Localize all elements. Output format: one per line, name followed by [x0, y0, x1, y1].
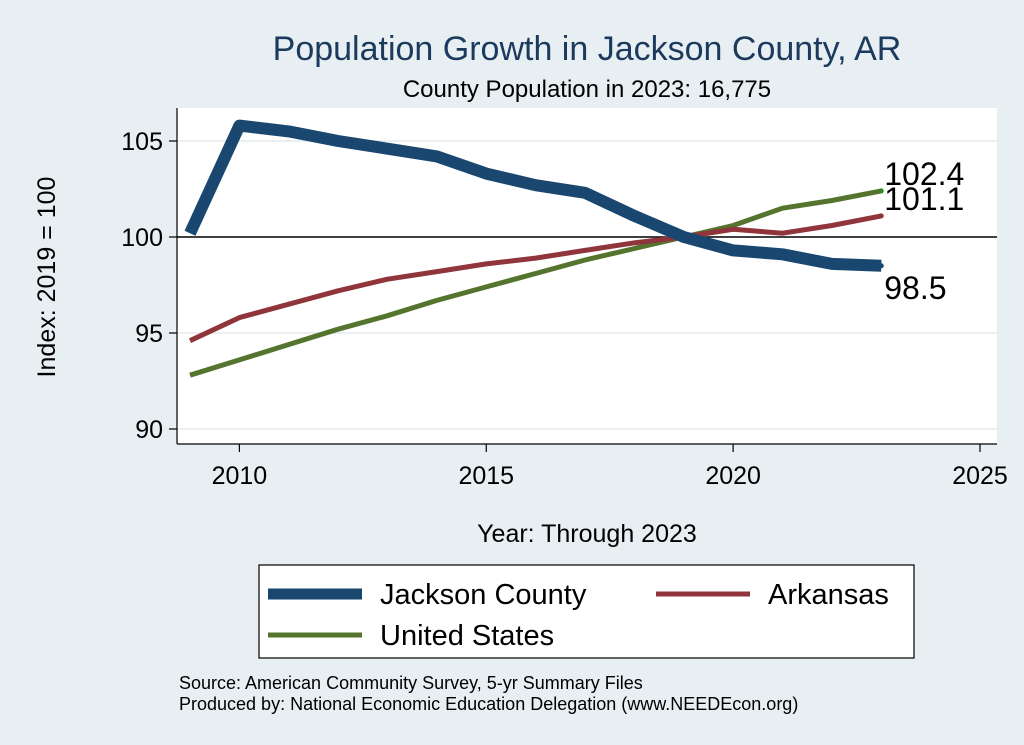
series-lines — [184, 119, 884, 378]
legend-label: United States — [380, 620, 554, 652]
end-label: 98.5 — [884, 270, 946, 306]
chart-subtitle: County Population in 2023: 16,775 — [403, 76, 771, 103]
series-line-jackson-county — [184, 119, 882, 272]
series-endpoint — [878, 263, 884, 269]
chart-title: Population Growth in Jackson County, AR — [273, 30, 902, 68]
axes: 90 95 100 105 2010 2015 2020 2025 — [121, 108, 1008, 490]
y-tick-label: 95 — [135, 320, 163, 348]
legend-box — [258, 564, 915, 659]
source-note: Source: American Community Survey, 5-yr … — [179, 673, 643, 693]
x-tick-label: 2015 — [458, 462, 514, 490]
legend-label: Jackson County — [380, 579, 587, 611]
y-tick-label: 90 — [135, 416, 163, 444]
plot-area — [177, 108, 997, 444]
x-tick-label: 2025 — [952, 462, 1008, 490]
legend: Jackson County Arkansas United States — [268, 579, 889, 652]
end-label: 101.1 — [884, 181, 964, 217]
legend-label: Arkansas — [768, 579, 889, 611]
x-axis-label: Year: Through 2023 — [477, 520, 697, 548]
producer-note: Produced by: National Economic Education… — [179, 694, 798, 714]
y-tick-label: 105 — [121, 128, 163, 156]
series-line-united-states — [189, 188, 882, 378]
series-endpoint — [878, 213, 884, 219]
end-label: 102.4 — [884, 156, 964, 192]
y-axis-label: Index: 2019 = 100 — [33, 177, 61, 378]
x-tick-label: 2020 — [705, 462, 761, 490]
series-endpoint — [878, 188, 884, 194]
series-line-arkansas — [188, 213, 882, 343]
y-tick-label: 100 — [121, 224, 163, 252]
x-tick-label: 2010 — [212, 462, 268, 490]
